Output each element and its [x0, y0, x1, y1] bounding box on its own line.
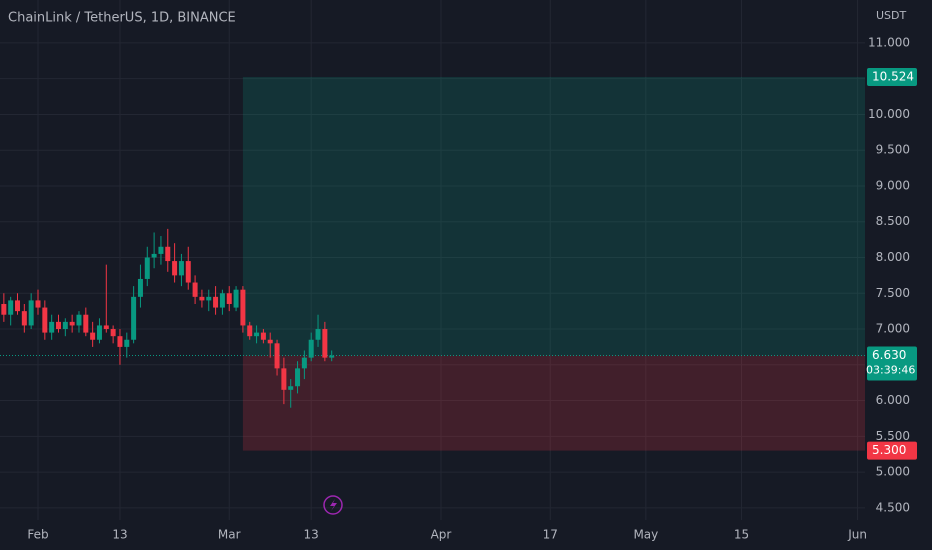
- y-tick-label: 9.500: [876, 143, 910, 157]
- candle-body: [192, 282, 198, 297]
- target-zone: [242, 76, 865, 356]
- candle-body: [131, 296, 137, 340]
- candle-body: [103, 325, 109, 330]
- candle-body: [185, 261, 191, 283]
- candle-body: [322, 329, 328, 358]
- candle-body: [329, 355, 335, 358]
- candle-body: [274, 343, 280, 369]
- candle-body: [213, 296, 219, 308]
- candle-body: [295, 368, 301, 387]
- price-badge-label: 5.300: [872, 443, 906, 457]
- x-tick-label: Jun: [847, 528, 867, 542]
- x-tick-label: Feb: [27, 528, 48, 542]
- y-tick-label: 4.500: [876, 500, 910, 514]
- candle-body: [144, 257, 150, 279]
- y-tick-label: 9.000: [876, 178, 910, 192]
- y-tick-label: 8.000: [876, 250, 910, 264]
- candle-body: [315, 329, 321, 340]
- candle-body: [8, 300, 14, 315]
- price-badge: [867, 441, 917, 460]
- candle-body: [226, 293, 232, 304]
- candle-body: [35, 300, 41, 308]
- candle-body: [260, 332, 266, 340]
- candle-body: [83, 314, 89, 333]
- stop-zone: [242, 355, 865, 451]
- candle-body: [124, 339, 130, 347]
- candle-body: [90, 332, 96, 340]
- price-badge-label: 6.630: [872, 348, 906, 362]
- candle-body: [247, 325, 253, 337]
- y-tick-label: 11.000: [868, 35, 910, 49]
- candle-body: [267, 339, 273, 344]
- price-badge-label: 10.524: [872, 69, 914, 83]
- candle-body: [110, 329, 116, 337]
- candle-body: [308, 339, 314, 358]
- candle-body: [172, 261, 178, 276]
- candle-body: [21, 311, 27, 326]
- candle-body: [1, 303, 7, 315]
- candle-body: [281, 368, 287, 390]
- y-tick-label: 7.000: [876, 322, 910, 336]
- y-tick-label: 6.000: [876, 393, 910, 407]
- chart-title: ChainLink / TetherUS, 1D, BINANCE: [8, 11, 236, 26]
- x-tick-label: Apr: [431, 528, 452, 542]
- y-tick-label: 5.000: [876, 465, 910, 479]
- candle-body: [49, 321, 55, 333]
- candle-body: [55, 321, 61, 330]
- candle-body: [28, 300, 34, 326]
- currency-label: USDT: [876, 9, 907, 22]
- candle-body: [151, 253, 157, 258]
- y-tick-label: 10.000: [868, 107, 910, 121]
- candle-body: [76, 314, 82, 326]
- candle-body: [158, 246, 164, 254]
- x-tick-label: 13: [304, 528, 319, 542]
- candle-body: [137, 278, 143, 297]
- candle-body: [254, 332, 260, 337]
- candle-body: [62, 321, 68, 330]
- price-badge: [867, 67, 917, 86]
- x-tick-label: 17: [543, 528, 558, 542]
- candle-body: [165, 246, 171, 262]
- candle-body: [219, 293, 225, 308]
- candle-body: [178, 261, 184, 276]
- y-tick-label: 5.500: [876, 429, 910, 443]
- x-tick-label: 15: [734, 528, 749, 542]
- x-tick-label: 13: [112, 528, 127, 542]
- candle-body: [15, 300, 21, 312]
- candle-body: [199, 296, 205, 301]
- price-badge: [867, 346, 917, 381]
- candle-body: [69, 321, 75, 326]
- countdown: 03:39:46: [866, 363, 915, 376]
- candle-body: [233, 289, 239, 308]
- alert-icon[interactable]: [323, 495, 343, 515]
- x-tick-label: May: [633, 528, 658, 542]
- candle-body: [206, 296, 212, 301]
- y-tick-label: 7.500: [876, 286, 910, 300]
- candle-body: [96, 325, 102, 340]
- y-tick-label: 8.500: [876, 214, 910, 228]
- candle-body: [117, 336, 123, 347]
- x-tick-label: Mar: [218, 528, 241, 542]
- candle-body: [288, 386, 294, 390]
- candle-body: [240, 289, 246, 326]
- candle-body: [42, 307, 48, 333]
- candle-body: [301, 357, 307, 369]
